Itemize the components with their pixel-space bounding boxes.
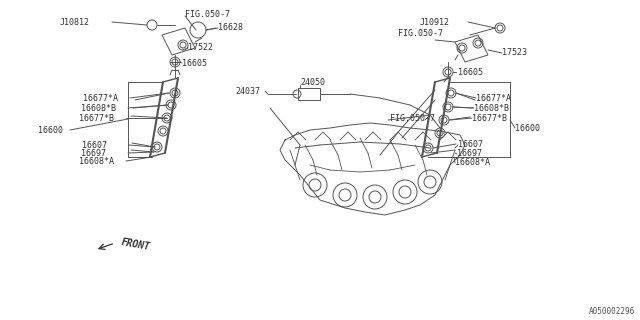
Text: 16697: 16697	[457, 148, 482, 157]
Text: A050002296: A050002296	[589, 308, 635, 316]
Text: 16600: 16600	[515, 124, 540, 132]
Text: 16608*A: 16608*A	[455, 157, 490, 166]
Text: 24050: 24050	[300, 77, 325, 86]
Text: 16677*A: 16677*A	[83, 93, 118, 102]
Text: FIG.050-7: FIG.050-7	[185, 10, 230, 19]
Text: 16608*B: 16608*B	[474, 103, 509, 113]
Text: 16677*B: 16677*B	[79, 114, 114, 123]
Text: 24037: 24037	[235, 86, 260, 95]
Text: FIG.050-7: FIG.050-7	[398, 28, 443, 37]
Text: 16605: 16605	[182, 59, 207, 68]
Text: J10912: J10912	[420, 18, 450, 27]
Text: 17522: 17522	[188, 43, 213, 52]
Text: 16677*A: 16677*A	[476, 93, 511, 102]
Text: 16628: 16628	[218, 22, 243, 31]
Text: FIG.050-7: FIG.050-7	[390, 114, 435, 123]
Text: 16697: 16697	[81, 148, 106, 157]
Text: 16607: 16607	[82, 140, 107, 149]
Text: 16605: 16605	[458, 68, 483, 76]
Text: J10812: J10812	[60, 18, 90, 27]
Bar	[298, 88, 320, 100]
Text: 16607: 16607	[458, 140, 483, 148]
Text: 16677*B: 16677*B	[472, 114, 507, 123]
Text: 16608*A: 16608*A	[79, 156, 114, 165]
Text: 17523: 17523	[502, 47, 527, 57]
Text: 16600: 16600	[38, 125, 63, 134]
Text: FRONT: FRONT	[120, 237, 150, 252]
Text: 16608*B: 16608*B	[81, 103, 116, 113]
